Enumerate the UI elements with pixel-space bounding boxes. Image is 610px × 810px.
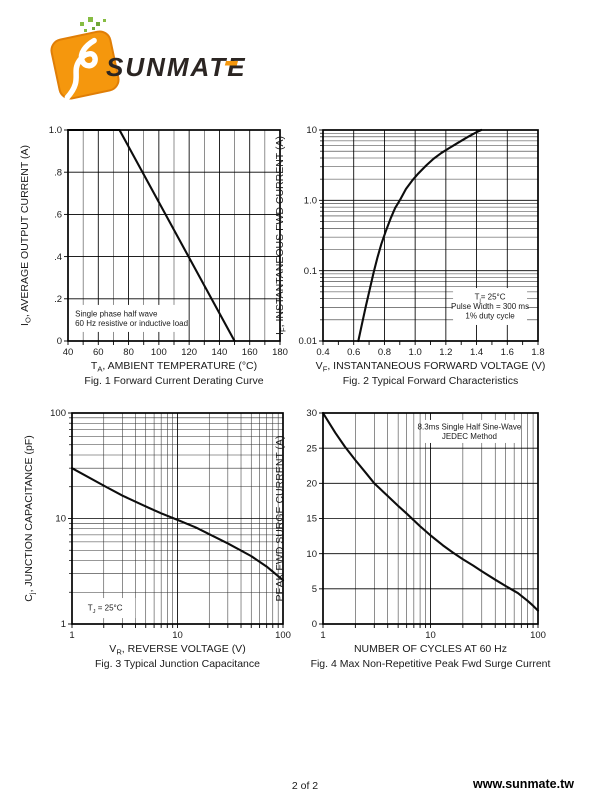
plot-frame <box>71 412 284 625</box>
figure-2-forward-characteristics: Tj= 25°C Pulse Width = 300 ms 1% duty cycl… <box>271 117 554 398</box>
annotation-text: 60 Hz resistive or inductive load <box>75 319 188 328</box>
y-tick-label: 0 <box>57 336 62 347</box>
x-tick-label: 1 <box>69 630 74 641</box>
y-axis-label: IO, AVERAGE OUTPUT CURRENT (A) <box>19 145 33 326</box>
x-axis-label: NUMBER OF CYCLES AT 60 Hz <box>354 643 507 655</box>
x-axis-label: VR, REVERSE VOLTAGE (V) <box>109 643 245 657</box>
annotation-text: 1% duty cycle <box>465 312 515 321</box>
y-axis-label: PEAK FWD SURGE CURRENT (A) <box>274 435 286 601</box>
x-tick-label: 160 <box>242 347 258 358</box>
chart-title: Fig. 3 Typical Junction Capacitance <box>95 658 260 670</box>
y-tick-label: 15 <box>306 514 317 525</box>
y-tick-label: 10 <box>306 549 317 560</box>
x-tick-label: 80 <box>123 347 134 358</box>
plot-frame <box>322 412 539 625</box>
y-tick-label: .2 <box>54 294 62 305</box>
y-tick-label: 100 <box>50 408 66 419</box>
y-tick-label: 20 <box>306 479 317 490</box>
x-tick-label: 100 <box>530 630 546 641</box>
y-tick-label: 10 <box>306 125 317 136</box>
plot-frame <box>322 129 539 342</box>
annotation-text: JEDEC Method <box>442 432 497 441</box>
annotation-text: 8.3ms Single Half Sine-Wave <box>418 422 522 431</box>
page-indicator: 2 of 2 <box>291 780 319 792</box>
annotation-text: TJ = 25°C <box>88 604 123 616</box>
figure-1-forward-current-derating: Single phase half wave 60 Hz resistive or… <box>16 117 296 398</box>
tick-labels: 1 10 100 1 10 100 <box>50 408 291 641</box>
y-axis-label: Cj, JUNCTION CAPACITANCE (pF) <box>23 435 37 601</box>
x-tick-label: 180 <box>272 347 288 358</box>
y-tick-label: .8 <box>54 167 62 178</box>
axis-ticks <box>319 412 539 628</box>
plot-grid <box>322 412 539 625</box>
tick-labels: 40 60 80 100 120 140 160 180 0 .2 .4 .6 .8 1.0 <box>49 125 288 358</box>
forward-characteristic-curve <box>357 128 483 343</box>
tick-labels: 0.4 0.6 0.8 1.0 1.2 1.4 1.6 1.8 0.01 0.1 1.0 10 <box>299 125 545 358</box>
sunmate-diamond-icon <box>50 30 120 101</box>
x-tick-label: 1.4 <box>470 347 483 358</box>
y-tick-label: 10 <box>55 514 66 525</box>
sunmate-logo-graphic: SUNMATE <box>50 17 247 101</box>
x-tick-label: 1.2 <box>439 347 452 358</box>
y-tick-label: 25 <box>306 443 317 454</box>
x-tick-label: 1.0 <box>409 347 422 358</box>
plot-grid <box>71 412 284 625</box>
figure-4-surge-current: 8.3ms Single Half Sine-Wave JEDEC Method 1… <box>271 400 554 681</box>
x-tick-label: 0.8 <box>378 347 391 358</box>
annotation-text: Tj= 25°C <box>475 293 506 305</box>
plot-frame <box>67 129 281 342</box>
x-axis-label: TA, AMBIENT TEMPERATURE (°C) <box>91 360 257 374</box>
chart-title: Fig. 2 Typical Forward Characteristics <box>343 375 518 387</box>
y-tick-label: 1.0 <box>304 196 317 207</box>
annotation-box: TJ = 25°C <box>74 598 136 619</box>
x-tick-label: 1.8 <box>531 347 544 358</box>
x-tick-label: 40 <box>63 347 74 358</box>
y-tick-label: 1 <box>61 619 66 630</box>
x-tick-label: 10 <box>172 630 183 641</box>
annotation-text: Single phase half wave <box>75 309 158 318</box>
logo-wordmark: SUNMATE <box>106 52 247 82</box>
chart-title: Fig. 1 Forward Current Derating Curve <box>84 375 263 387</box>
figure-3-junction-capacitance: TJ = 25°C 1 10 100 1 10 100 VR, REVERSE VOLTAGE… <box>20 400 299 681</box>
logo-green-dots-icon <box>80 17 106 32</box>
annotation-text: Pulse Width = 300 ms <box>451 302 529 311</box>
x-tick-label: 100 <box>275 630 291 641</box>
x-axis-label: VF, INSTANTANEOUS FORWARD VOLTAGE (V) <box>316 360 546 374</box>
x-tick-label: 1.6 <box>501 347 514 358</box>
y-axis-label: IF, INSTANTANEOUS FWD CURRENT (A) <box>274 136 288 335</box>
figure-3-chart: TJ = 25°C 1 10 100 1 10 100 VR, REVERSE VOLTAGE… <box>23 408 291 670</box>
website-link[interactable]: www.sunmate.tw <box>473 777 574 791</box>
x-tick-label: 0.6 <box>347 347 360 358</box>
surge-current-curve <box>321 411 540 612</box>
x-tick-label: 140 <box>211 347 227 358</box>
y-tick-label: 1.0 <box>49 125 62 136</box>
y-tick-label: 30 <box>306 408 317 419</box>
y-tick-label: 5 <box>312 584 317 595</box>
x-tick-label: 10 <box>425 630 436 641</box>
y-tick-label: 0 <box>312 619 317 630</box>
x-tick-label: 120 <box>181 347 197 358</box>
y-tick-label: 0.1 <box>304 266 317 277</box>
logo: SUNMATE <box>28 10 268 106</box>
chart-title: Fig. 4 Max Non-Repetitive Peak Fwd Surge… <box>311 658 551 670</box>
tick-labels: 1 10 100 0 5 10 15 20 25 30 <box>306 408 546 641</box>
x-tick-label: 100 <box>151 347 167 358</box>
axis-ticks <box>68 412 284 628</box>
y-tick-label: 0.01 <box>299 336 318 347</box>
x-tick-label: 0.4 <box>316 347 329 358</box>
x-tick-label: 1 <box>320 630 325 641</box>
logo-orange-accent <box>224 61 238 66</box>
x-tick-label: 60 <box>93 347 104 358</box>
y-tick-label: .6 <box>54 210 62 221</box>
y-tick-label: .4 <box>54 252 62 263</box>
junction-capacitance-curve <box>70 467 285 582</box>
